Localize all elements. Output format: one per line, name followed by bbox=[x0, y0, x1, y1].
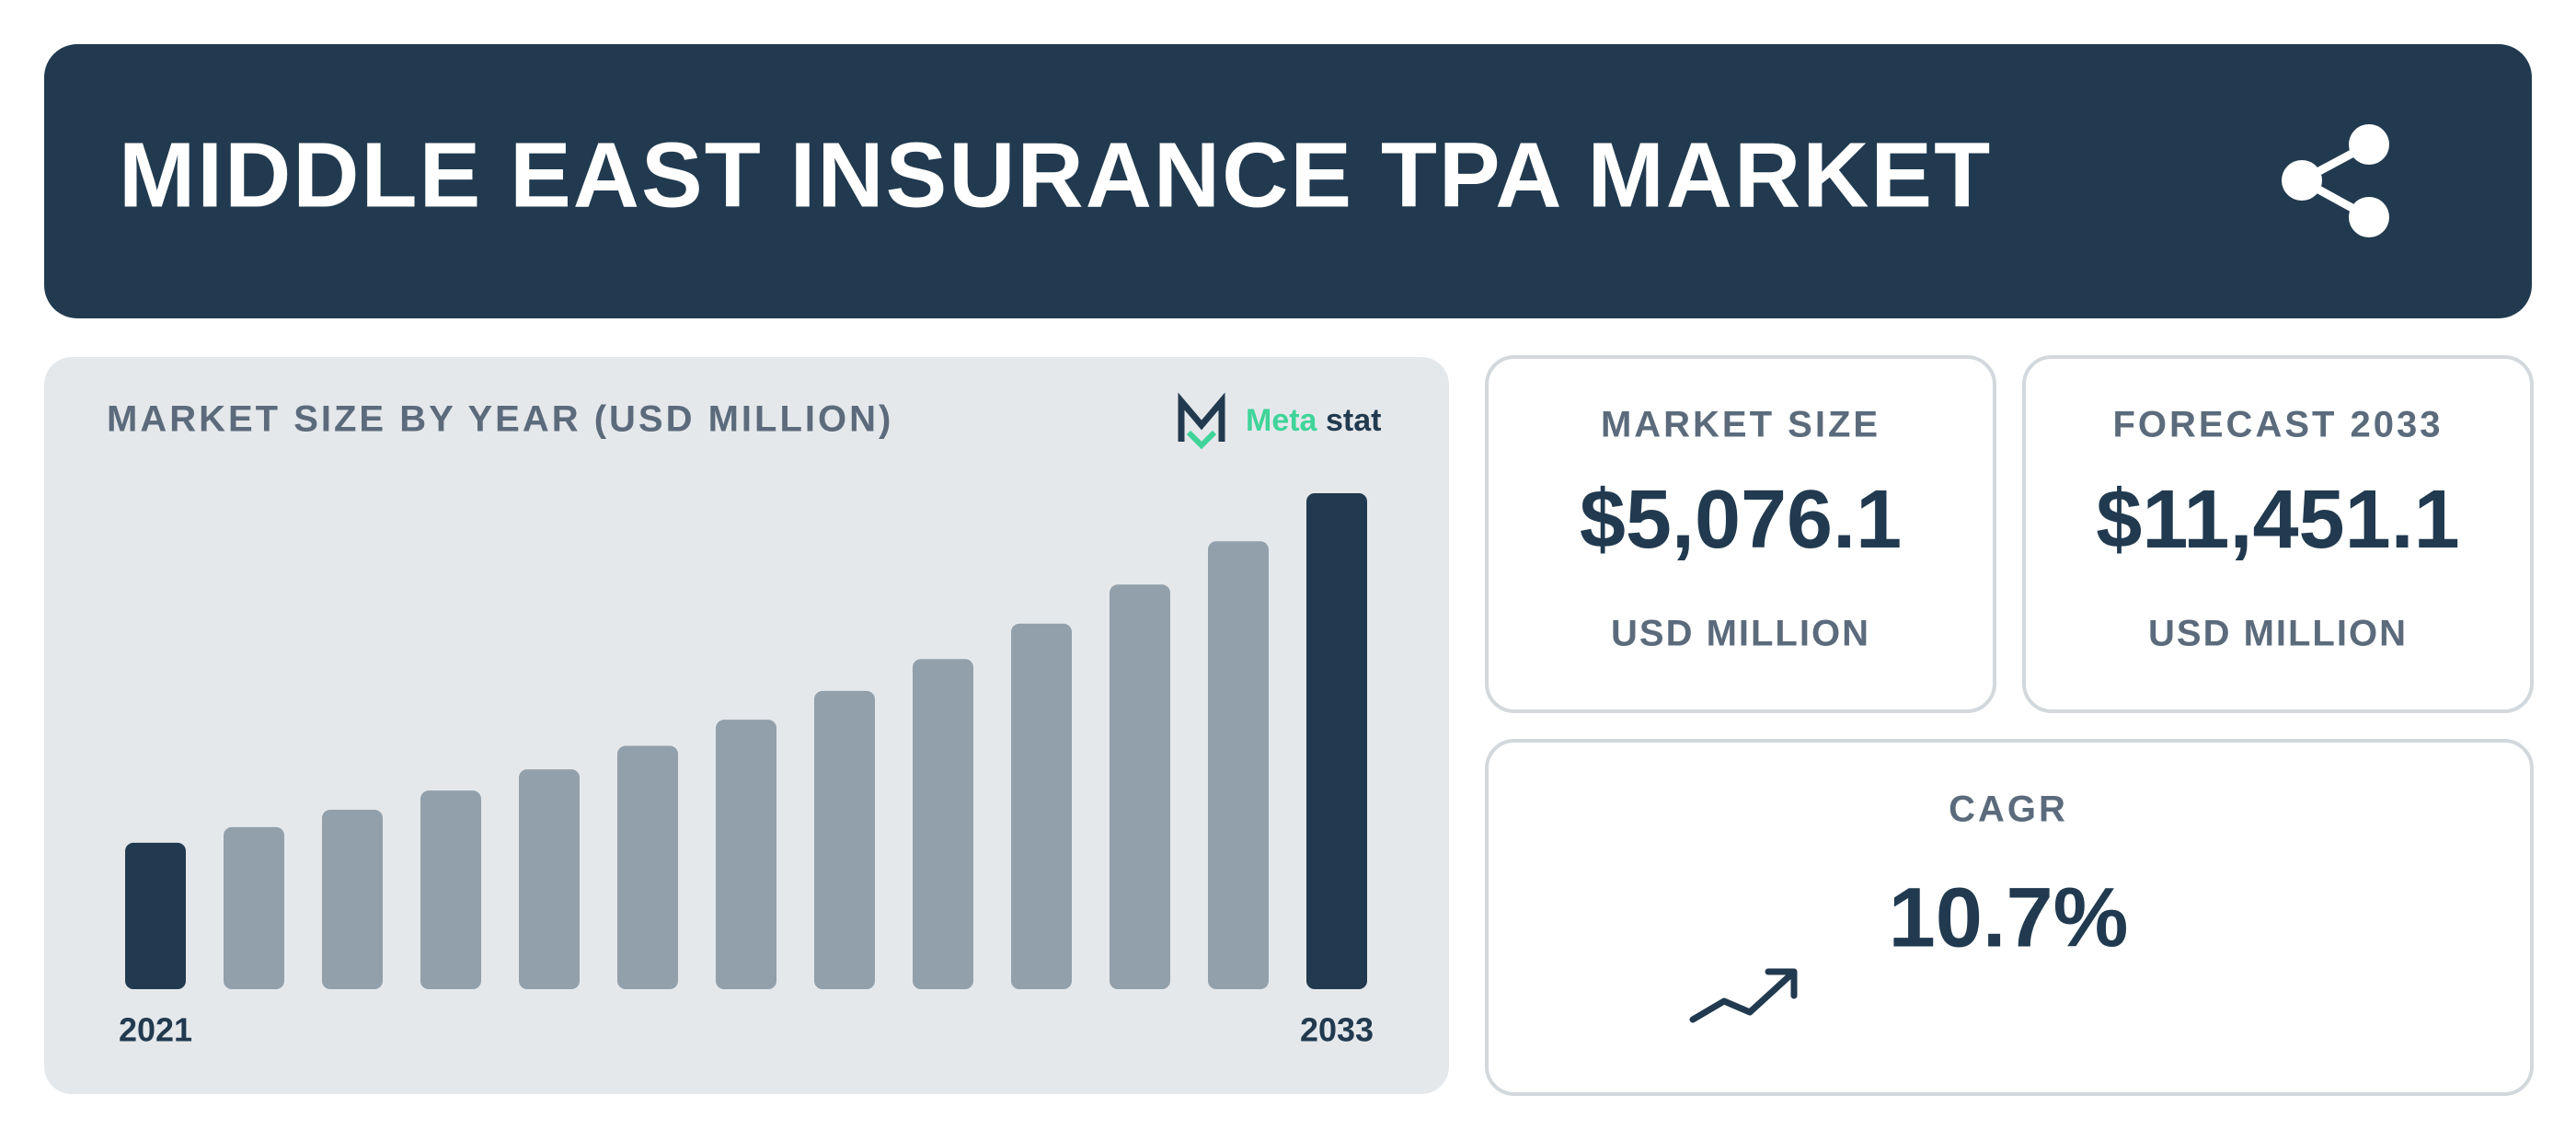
bar bbox=[1110, 584, 1170, 989]
bar bbox=[519, 769, 580, 989]
card-label: CAGR bbox=[1949, 789, 2068, 830]
header-title: MIDDLE EAST INSURANCE TPA MARKET bbox=[119, 123, 1992, 226]
bar bbox=[814, 690, 875, 989]
card bbox=[1485, 739, 2534, 1096]
card bbox=[1485, 355, 1996, 713]
logo-text-b: stat bbox=[1326, 403, 1381, 438]
card-label: FORECAST 2033 bbox=[2112, 405, 2443, 445]
bar bbox=[716, 720, 776, 989]
x-tick-label: 2033 bbox=[1300, 1011, 1374, 1049]
card bbox=[2022, 355, 2534, 713]
logo-text-a: Meta bbox=[1246, 403, 1318, 438]
header-bar bbox=[44, 44, 2532, 318]
card-value: 10.7% bbox=[1889, 870, 2129, 964]
bar bbox=[420, 790, 481, 989]
bar bbox=[125, 842, 186, 989]
x-tick-label: 2021 bbox=[119, 1011, 192, 1049]
card-unit: USD MILLION bbox=[2148, 614, 2408, 654]
trend-icon bbox=[1689, 968, 1798, 1023]
card-value: $11,451.1 bbox=[2096, 474, 2459, 566]
bar bbox=[1306, 493, 1367, 989]
card-label: MARKET SIZE bbox=[1601, 405, 1880, 445]
bar bbox=[1011, 623, 1072, 989]
bar bbox=[224, 826, 284, 989]
bar bbox=[617, 745, 678, 989]
bar bbox=[913, 659, 973, 989]
bar bbox=[322, 810, 383, 989]
card-value: $5,076.1 bbox=[1580, 474, 1902, 566]
logo: Meta stat bbox=[1178, 392, 1381, 450]
card-unit: USD MILLION bbox=[1611, 614, 1870, 654]
share-icon[interactable] bbox=[2282, 124, 2389, 237]
bar bbox=[1208, 541, 1269, 989]
chart-title: MARKET SIZE BY YEAR (USD MILLION) bbox=[107, 399, 893, 440]
